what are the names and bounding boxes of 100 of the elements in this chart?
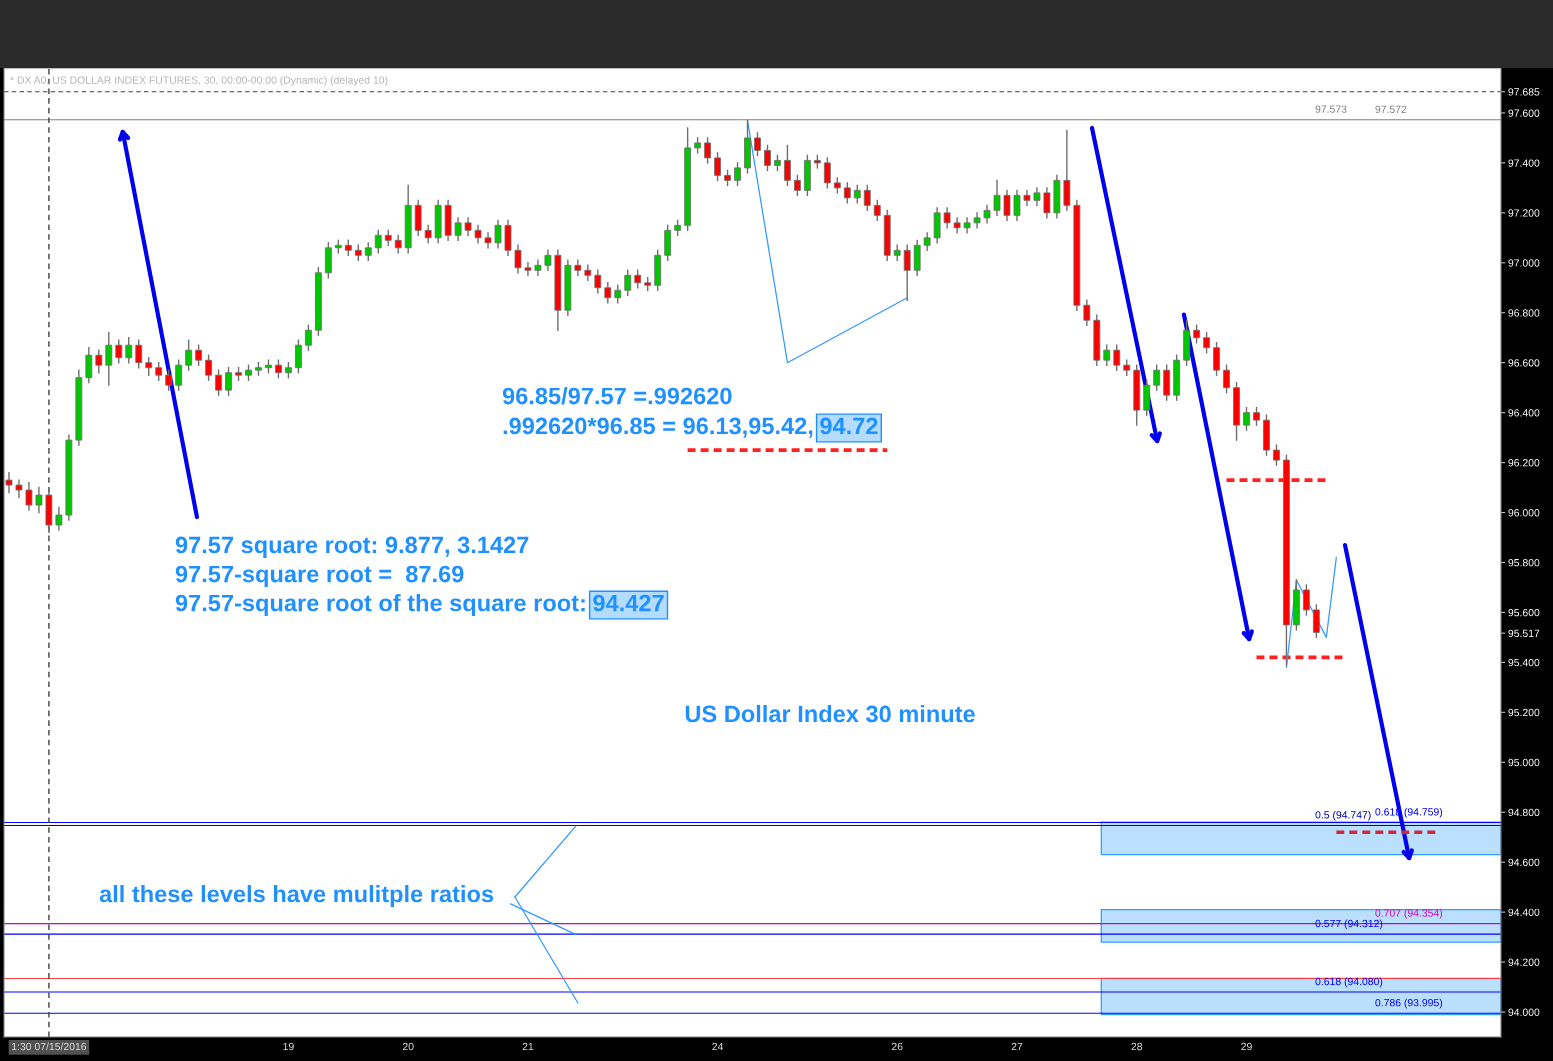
x-tick-label: 28: [1131, 1042, 1143, 1051]
candlestick: [1003, 189, 1011, 222]
candlestick: [973, 212, 981, 229]
ref-line-label: 0.786 (93.995): [1375, 998, 1443, 1009]
candlestick: [25, 481, 33, 511]
candlestick: [714, 152, 721, 182]
candlestick: [185, 339, 193, 371]
candlestick: [963, 217, 971, 234]
annotation: 94.427: [593, 594, 664, 612]
candlestick: [1203, 332, 1210, 354]
candlestick: [85, 347, 93, 384]
candlestick: [1213, 342, 1220, 376]
candlestick: [225, 366, 232, 396]
candlestick: [873, 199, 881, 222]
candlestick: [524, 262, 532, 276]
candlestick: [1243, 406, 1250, 431]
y-tick-label: 97.200: [1508, 209, 1540, 217]
y-tick-label: 96.000: [1508, 509, 1540, 517]
candlestick: [903, 244, 911, 301]
candlestick: [115, 339, 123, 364]
candlestick: [165, 369, 173, 391]
candlestick: [993, 179, 1001, 217]
candlestick: [1312, 604, 1320, 639]
candlestick: [1083, 299, 1091, 326]
annotation: 97.57 square root: 9.877, 3.1427: [175, 536, 529, 558]
y-tick-label: 97.600: [1508, 109, 1540, 117]
candlestick: [15, 479, 23, 499]
candlestick: [983, 204, 991, 224]
candlestick: [794, 174, 801, 197]
annotation: 97.572: [1375, 105, 1407, 114]
x-tick-label: 26: [891, 1042, 903, 1051]
candlestick: [95, 349, 103, 374]
candlestick: [624, 269, 632, 296]
candlestick: [574, 259, 582, 276]
candlestick: [424, 224, 432, 244]
candlestick: [295, 339, 302, 374]
candlestick: [175, 359, 183, 391]
candlestick: [1043, 187, 1051, 219]
candlestick: [1302, 584, 1310, 616]
candlestick: [494, 219, 502, 249]
x-tick-label: 29: [1241, 1042, 1252, 1051]
y-tick-label: 96.200: [1508, 459, 1540, 467]
y-tick-label: 95.000: [1508, 758, 1540, 767]
candlestick: [764, 144, 771, 172]
y-tick-label: 97.000: [1508, 259, 1540, 267]
candlestick: [215, 369, 222, 396]
candlestick: [1273, 444, 1280, 466]
candlestick: [1013, 189, 1021, 222]
ref-line-label: 0.707 (94.354): [1375, 909, 1443, 919]
candlestick: [1223, 364, 1230, 394]
candlestick: [205, 354, 212, 381]
x-tick-label: 21: [522, 1042, 534, 1051]
candlestick: [514, 244, 522, 274]
text: US Dollar Index 30 minute: [685, 704, 975, 723]
candlestick: [1023, 189, 1031, 207]
x-tick-label: 1:30 07/15/2016: [12, 1042, 87, 1051]
y-tick-label: 96.400: [1508, 409, 1540, 417]
x-tick-label: 27: [1011, 1042, 1023, 1051]
candlestick: [704, 137, 711, 164]
x-tick-label: 24: [712, 1042, 724, 1051]
y-tick-label: 95.517: [1508, 629, 1540, 638]
y-tick-label: 96.800: [1508, 309, 1540, 317]
annotation: all these levels have mulitple ratios: [99, 885, 494, 908]
candlestick: [474, 224, 482, 244]
y-tick-label: 95.200: [1508, 708, 1540, 717]
annotation: 97.57-square root of the square root:: [175, 594, 585, 617]
candlestick: [374, 229, 382, 254]
candlestick: [135, 339, 143, 369]
annotation: 94.72: [820, 417, 878, 435]
candlestick: [594, 269, 602, 294]
candlestick: [823, 157, 831, 189]
y-tick-label: 94.600: [1508, 858, 1540, 867]
candlestick: [195, 344, 203, 366]
ref-line-label: 0.5 (94.747): [1315, 810, 1371, 821]
y-tick-label: 94.200: [1508, 958, 1540, 966]
candlestick: [534, 259, 542, 276]
candlestick: [35, 486, 43, 514]
y-tick-label: 94.400: [1508, 908, 1540, 917]
candlestick: [953, 217, 961, 234]
candlestick: [125, 337, 133, 364]
y-tick-label: 97.400: [1508, 159, 1540, 167]
annotation: 96.85/97.57 =.992620: [502, 387, 732, 405]
candlestick: [604, 282, 612, 304]
candlestick: [1153, 364, 1161, 391]
y-tick-label: 94.000: [1508, 1008, 1540, 1016]
candlestick: [544, 249, 552, 271]
y-tick-label: 95.400: [1508, 658, 1540, 667]
candlestick: [584, 264, 592, 281]
x-tick-label: 19: [283, 1042, 294, 1051]
y-tick-label: 95.600: [1508, 608, 1540, 617]
candlestick: [784, 144, 791, 187]
candlestick: [5, 471, 13, 494]
candlestick: [304, 324, 312, 351]
candlestick: [1113, 344, 1121, 371]
ref-line-label: 97.573: [1315, 105, 1347, 113]
candlestick: [105, 332, 113, 386]
annotation: * DX A0, US DOLLAR INDEX FUTURES, 30, 00:00-00:00 (Dynamic) (delayed 10): [10, 76, 388, 86]
candlestick: [55, 506, 63, 531]
y-tick-label: 97.685: [1508, 88, 1540, 96]
candlestick: [734, 162, 741, 187]
